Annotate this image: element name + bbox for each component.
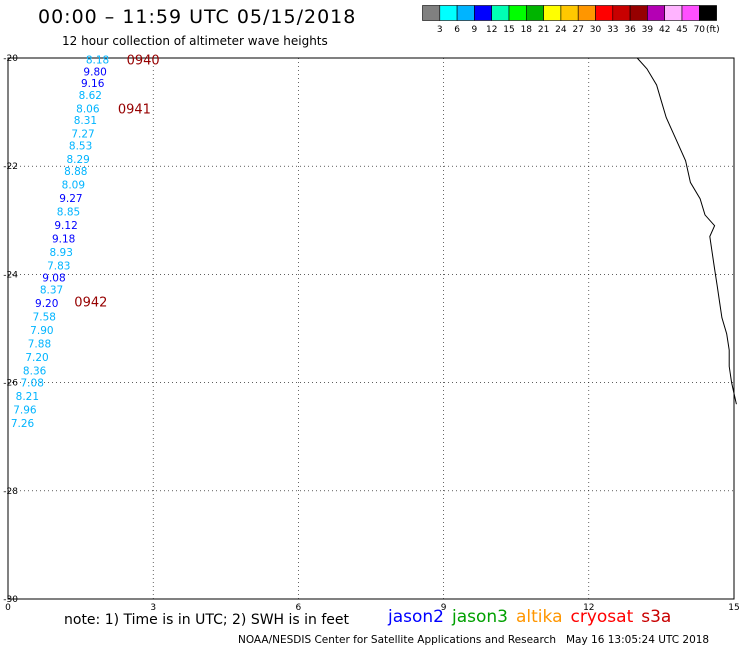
satellite-name: altika (516, 607, 563, 627)
x-tick-label: 3 (150, 603, 156, 610)
swh-value: 8.09 (62, 180, 85, 192)
color-scale-label: 3 (437, 25, 443, 35)
swh-value: 9.08 (42, 273, 65, 285)
color-scale-label: 18 (521, 25, 533, 35)
page-title: 00:00 – 11:59 UTC 05/15/2018 (38, 6, 357, 28)
swh-value: 8.88 (64, 166, 87, 178)
satellite-legend: jason2 jason3 altika cryosat s3a (388, 607, 679, 627)
swh-track: 8.189.809.168.628.068.31 7.278.538.298.88… (11, 55, 109, 431)
credit-line: NOAA/NESDIS Center for Satellite Applica… (238, 634, 556, 646)
satellite-name: jason3 (452, 607, 508, 627)
map-border (7, 57, 735, 600)
color-scale-label: 24 (555, 25, 567, 35)
grid (8, 58, 734, 599)
swh-value: 7.26 (11, 418, 35, 430)
color-scale-unit: (ft) (706, 25, 720, 35)
color-scale-label: 33 (607, 25, 618, 35)
satellite-name: jason2 (388, 607, 444, 627)
swh-value: 7.20 (25, 352, 48, 364)
swh-value: 8.31 (74, 115, 97, 127)
y-tick-label: -22 (3, 162, 18, 172)
x-tick-label: 15 (728, 603, 739, 610)
y-tick-label: -24 (3, 270, 18, 280)
color-scale-label: 9 (472, 25, 478, 35)
satellite-name: s3a (641, 607, 672, 627)
page-subtitle: 12 hour collection of altimeter wave hei… (62, 34, 328, 48)
color-scale-label: 42 (659, 25, 670, 35)
swh-value: 7.83 (47, 261, 70, 273)
generated-timestamp: May 16 13:05:24 UTC 2018 (566, 634, 710, 646)
swh-value: 8.93 (50, 247, 73, 259)
color-scale-label: 39 (642, 25, 654, 35)
map-frame (7, 57, 735, 600)
swh-value: 9.16 (81, 78, 105, 90)
swh-value: 8.36 (23, 366, 47, 378)
y-tick-label: -30 (3, 595, 18, 605)
wave-height-map: 0 3 6 9 12 15-20-22-24-26-28-308.189.809.168.… (3, 54, 739, 610)
footer-note: note: 1) Time is in UTC; 2) SWH is in fe… (64, 612, 350, 628)
color-scale-label: 45 (676, 25, 687, 35)
swh-value: 9.12 (54, 220, 77, 232)
color-scale-label: 30 (590, 25, 602, 35)
swh-value: 8.29 (66, 154, 89, 166)
color-scale-label: 12 (486, 25, 497, 35)
y-tick-label: -28 (3, 487, 18, 497)
color-scale-label: 6 (454, 25, 460, 35)
swh-value: 8.18 (86, 55, 109, 67)
swh-value: 8.62 (79, 90, 102, 102)
swh-value: 9.20 (35, 298, 58, 310)
swh-value: 7.58 (33, 312, 56, 324)
track-time-label: 0941 (118, 102, 151, 117)
swh-value: 7.08 (21, 378, 44, 390)
color-scale-label: 70 (694, 25, 706, 35)
color-scale-label: 36 (624, 25, 636, 35)
swh-value: 8.53 (69, 141, 92, 153)
swh-value: 8.06 (76, 103, 100, 115)
y-tick-label: -26 (3, 379, 18, 389)
x-tick-label: 6 (296, 603, 302, 610)
swh-value: 8.37 (40, 285, 63, 297)
x-tick-label: 12 (583, 603, 594, 610)
swh-value: 7.96 (13, 405, 37, 417)
swh-value: 8.21 (16, 391, 39, 403)
x-tick-label: 9 (441, 603, 447, 610)
satellite-name: cryosat (570, 607, 634, 627)
color-scale-label: 21 (538, 25, 549, 35)
swh-value: 7.27 (71, 129, 94, 141)
track-time-label: 0940 (127, 54, 160, 69)
swh-value: 7.90 (30, 325, 53, 337)
color-scale-label: 27 (572, 25, 583, 35)
swh-value: 9.80 (83, 67, 106, 79)
coastline (636, 57, 737, 405)
swh-value: 7.88 (28, 339, 51, 351)
swh-value: 9.27 (59, 193, 82, 205)
y-tick-label: -20 (3, 54, 18, 64)
track-time-label: 0942 (74, 295, 107, 310)
color-swatch (698, 5, 717, 21)
swh-value: 9.18 (52, 234, 75, 246)
color-scale-legend: 3 6 9 12 15 18 21 24 27 30 33 36 39 42 45 70 (ft) (422, 5, 720, 35)
color-scale-label: 15 (503, 25, 514, 35)
swh-value: 8.85 (57, 207, 80, 219)
x-tick-label: 0 (5, 603, 11, 610)
